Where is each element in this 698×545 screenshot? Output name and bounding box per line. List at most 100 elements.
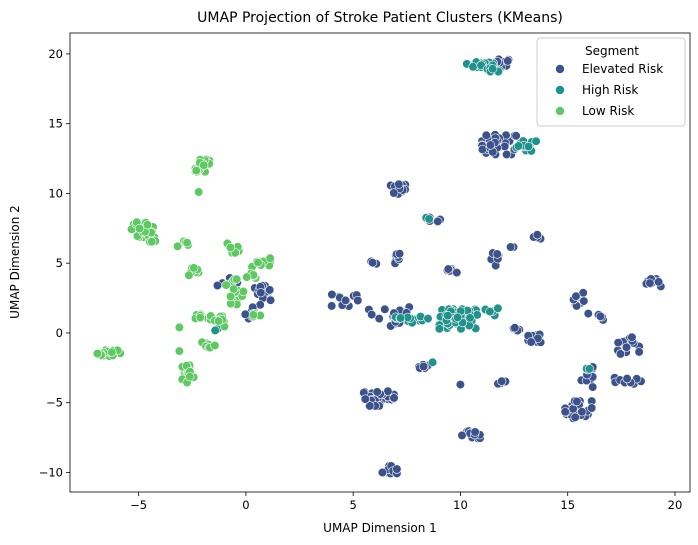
data-point — [615, 349, 626, 359]
data-point — [210, 340, 220, 351]
legend-label: Elevated Risk — [582, 62, 663, 76]
legend-marker — [555, 106, 565, 116]
data-point — [423, 314, 433, 324]
data-point — [389, 188, 399, 198]
data-point — [634, 347, 644, 357]
data-point — [488, 64, 498, 74]
y-tick-label: 10 — [48, 186, 63, 200]
x-axis-label: UMAP Dimension 1 — [323, 521, 437, 535]
y-tick-label: 0 — [56, 326, 63, 340]
data-point — [452, 268, 462, 278]
y-tick-label: −5 — [46, 396, 63, 410]
data-point — [571, 291, 581, 301]
data-point — [221, 280, 231, 290]
y-tick-label: 15 — [48, 117, 63, 131]
data-point — [645, 278, 655, 288]
data-point — [453, 312, 463, 323]
data-point — [503, 56, 513, 66]
data-point — [587, 403, 597, 413]
data-point — [212, 280, 223, 291]
data-point — [613, 338, 623, 348]
data-point — [506, 242, 516, 252]
data-point — [191, 166, 201, 176]
legend-label: Low Risk — [582, 104, 634, 118]
data-point — [428, 357, 438, 367]
data-point — [595, 311, 606, 321]
data-point — [184, 270, 194, 280]
data-point — [142, 220, 152, 230]
data-point — [621, 342, 632, 352]
data-point — [526, 337, 536, 347]
data-point — [455, 380, 466, 390]
data-point — [266, 295, 276, 305]
data-point — [185, 372, 195, 382]
data-point — [492, 249, 502, 259]
data-point — [92, 349, 102, 359]
data-point — [531, 136, 541, 146]
data-point — [434, 324, 445, 334]
x-tick-label: 10 — [453, 498, 468, 512]
data-point — [327, 301, 337, 311]
y-tick-label: −10 — [39, 465, 63, 479]
y-tick-label: 20 — [48, 47, 63, 61]
data-point — [627, 332, 637, 342]
data-point — [465, 313, 475, 323]
data-point — [433, 216, 443, 226]
data-point — [199, 160, 209, 170]
data-point — [248, 310, 258, 320]
data-point — [367, 310, 377, 320]
data-point — [468, 62, 478, 72]
data-point — [485, 140, 496, 150]
data-point — [340, 295, 351, 306]
x-axis-ticks: −5 0 5 10 15 20 — [130, 492, 682, 512]
data-point — [377, 467, 388, 478]
scatter-points — [92, 54, 666, 479]
data-point — [195, 313, 205, 323]
data-point — [443, 311, 453, 321]
x-tick-label: 0 — [242, 498, 249, 512]
data-point — [135, 223, 145, 234]
x-tick-label: 15 — [560, 498, 575, 512]
legend-marker — [555, 64, 565, 74]
data-point — [622, 374, 632, 384]
data-point — [383, 386, 393, 396]
data-point — [256, 288, 266, 298]
data-point — [560, 407, 570, 417]
chart-title: UMAP Projection of Stroke Patient Cluste… — [197, 10, 563, 26]
data-point — [368, 258, 378, 268]
y-axis-label: UMAP Dimension 2 — [8, 205, 22, 319]
data-point — [232, 274, 242, 284]
data-point — [365, 401, 375, 411]
data-point — [493, 303, 503, 313]
data-point — [588, 382, 598, 392]
data-point — [238, 286, 248, 297]
data-point — [265, 253, 275, 263]
data-point — [225, 291, 236, 302]
data-point — [189, 263, 199, 273]
y-tick-label: 5 — [56, 256, 63, 270]
data-point — [511, 131, 521, 141]
data-point — [572, 396, 582, 407]
data-point — [579, 296, 589, 306]
data-point — [584, 364, 595, 374]
data-point — [653, 277, 664, 287]
legend-title: Segment — [585, 44, 639, 58]
y-axis-ticks: −10 −5 0 5 10 15 20 — [39, 47, 70, 479]
data-point — [194, 187, 204, 197]
data-point — [477, 144, 488, 154]
data-point — [510, 323, 520, 333]
data-point — [173, 241, 183, 251]
series-low-risk — [92, 154, 275, 388]
data-point — [107, 347, 117, 357]
data-point — [577, 407, 587, 417]
data-point — [532, 230, 542, 240]
data-point — [500, 141, 510, 151]
data-point — [570, 412, 580, 422]
data-point — [513, 141, 524, 151]
legend-box — [536, 37, 686, 127]
legend-marker — [555, 85, 565, 95]
data-point — [265, 285, 275, 295]
data-point — [497, 376, 507, 386]
data-point — [443, 264, 453, 274]
